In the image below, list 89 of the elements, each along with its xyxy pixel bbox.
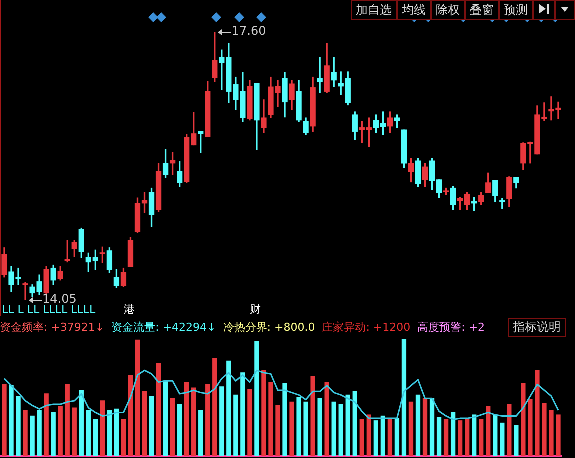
text: 指标说明 (508, 318, 566, 337)
bar (366, 414, 372, 456)
bar (128, 374, 134, 456)
bar (514, 425, 519, 456)
bar (458, 420, 463, 456)
bar (304, 402, 308, 456)
bar (549, 410, 554, 456)
bar (163, 380, 168, 456)
bar (352, 391, 358, 456)
bar (9, 385, 14, 456)
bar (430, 398, 435, 456)
bar (479, 419, 484, 456)
bar (422, 398, 428, 456)
bar (23, 410, 28, 456)
bar (177, 404, 182, 456)
bar (507, 404, 512, 456)
bar (198, 410, 204, 456)
bar (324, 382, 330, 456)
bar (346, 394, 350, 456)
bar (234, 394, 238, 456)
bar (268, 382, 274, 456)
bar (212, 358, 218, 456)
bar (450, 412, 456, 456)
bar (254, 341, 260, 456)
bar (374, 420, 378, 456)
bar (220, 386, 224, 456)
text: 港 (124, 302, 135, 316)
bar (360, 419, 364, 456)
bar (521, 383, 526, 456)
bar (149, 396, 154, 456)
bar (58, 406, 63, 456)
bar (262, 370, 266, 456)
text: 资金频率: +37921↓ (0, 320, 105, 334)
text: 财 (250, 302, 261, 316)
bar (542, 403, 547, 456)
bar (170, 398, 176, 456)
bar (184, 382, 190, 456)
bar (388, 418, 393, 456)
bar (206, 384, 210, 456)
bar (2, 384, 7, 456)
bar (142, 391, 148, 456)
bar (535, 370, 540, 456)
text: 资金流量: +42294↓ (112, 320, 216, 334)
bar (556, 414, 561, 456)
bar (16, 396, 21, 456)
bar (296, 397, 302, 456)
bar (226, 360, 232, 456)
bar (416, 394, 421, 456)
bar (380, 416, 386, 456)
bar (114, 408, 120, 456)
text: 庄家异动: +1200 (322, 320, 411, 334)
bar (51, 412, 56, 456)
bar (528, 400, 533, 456)
bar (79, 390, 84, 456)
bar (65, 384, 70, 456)
bar (444, 419, 449, 456)
bar (135, 340, 140, 456)
bar (402, 339, 407, 456)
bar (310, 376, 316, 456)
bar (332, 402, 336, 456)
bar (282, 383, 288, 456)
bar (394, 418, 400, 456)
text: 冷热分界: +800.0 (223, 320, 316, 334)
bar (472, 414, 477, 456)
bar (276, 405, 280, 456)
bar (500, 422, 505, 456)
bar (338, 404, 344, 456)
annotation: 17.60 (232, 24, 266, 38)
bar (290, 402, 294, 456)
bar (436, 417, 442, 456)
bar (86, 410, 91, 456)
bar (156, 363, 162, 456)
bar (107, 410, 112, 456)
bar (30, 416, 35, 456)
bar (72, 408, 77, 456)
bar (192, 388, 196, 456)
bar (240, 372, 246, 456)
bar (37, 410, 42, 456)
bar (93, 419, 98, 456)
bar (408, 402, 414, 456)
bar (486, 406, 491, 456)
bar (100, 400, 106, 456)
bar (44, 394, 49, 456)
bar (248, 388, 252, 456)
text: 高度预警: +2 (418, 320, 486, 334)
bar (121, 419, 126, 456)
bar (465, 418, 470, 456)
bar (493, 414, 498, 456)
bar (318, 398, 322, 456)
